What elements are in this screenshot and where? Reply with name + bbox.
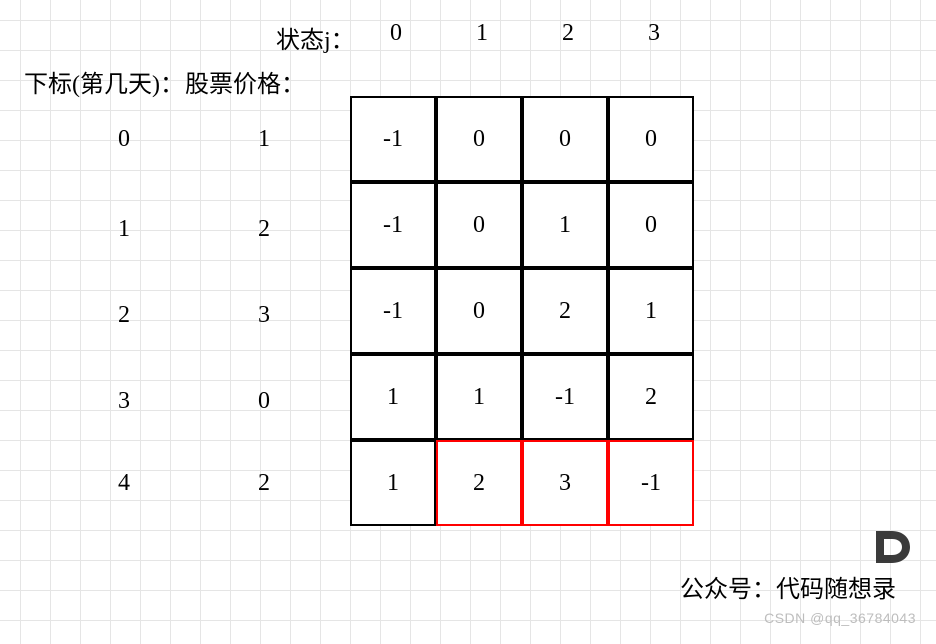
row-index: 1	[104, 216, 144, 243]
row-index: 2	[104, 302, 144, 329]
dp-cell: -1	[608, 440, 694, 526]
csdn-watermark: CSDN @qq_36784043	[764, 610, 916, 626]
state-col-2: 2	[548, 20, 588, 47]
dp-cell: 1	[350, 354, 436, 440]
index-header-label: 下标(第几天)：	[24, 64, 184, 99]
row-index: 3	[104, 388, 144, 415]
diagram-content: 状态j： 0 1 2 3 下标(第几天)： 股票价格： 0 1 1 2 2 3 …	[0, 0, 936, 644]
row-price: 1	[244, 126, 284, 153]
row-price: 2	[244, 470, 284, 497]
row-price: 3	[244, 302, 284, 329]
dp-cell: 0	[608, 182, 694, 268]
row-index: 0	[104, 126, 144, 153]
state-col-3: 3	[634, 20, 674, 47]
credit-name: 代码随想录	[776, 577, 896, 603]
row-price: 0	[244, 388, 284, 415]
dp-cell: 1	[608, 268, 694, 354]
dp-cell: 0	[522, 96, 608, 182]
logo-icon	[870, 525, 914, 574]
credit-line: 公众号：代码随想录	[680, 569, 896, 604]
state-header-label: 状态j：	[276, 20, 355, 55]
row-index: 4	[104, 470, 144, 497]
dp-cell: 2	[608, 354, 694, 440]
state-col-1: 1	[462, 20, 502, 47]
dp-cell: -1	[350, 182, 436, 268]
dp-cell: -1	[522, 354, 608, 440]
dp-cell: 0	[436, 268, 522, 354]
dp-cell: -1	[350, 268, 436, 354]
price-header-label: 股票价格：	[185, 64, 305, 99]
dp-cell: 0	[436, 182, 522, 268]
dp-cell: 2	[436, 440, 522, 526]
state-col-0: 0	[376, 20, 416, 47]
dp-cell: 0	[436, 96, 522, 182]
row-price: 2	[244, 216, 284, 243]
dp-cell: 1	[350, 440, 436, 526]
credit-label: 公众号：	[680, 577, 776, 603]
dp-cell: 0	[608, 96, 694, 182]
dp-cell: 2	[522, 268, 608, 354]
dp-cell: -1	[350, 96, 436, 182]
dp-cell: 1	[522, 182, 608, 268]
dp-cell: 3	[522, 440, 608, 526]
dp-cell: 1	[436, 354, 522, 440]
